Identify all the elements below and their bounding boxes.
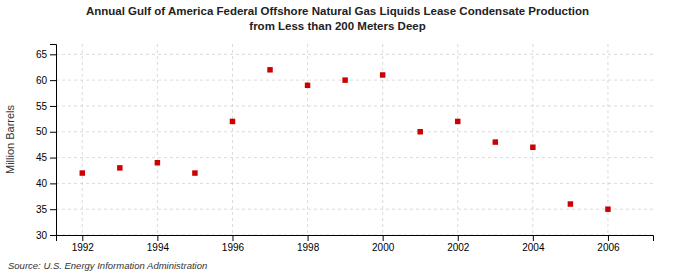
chart-subtitle: from Less than 200 Meters Deep: [249, 20, 425, 32]
y-axis-line: [50, 45, 57, 236]
x-tick: 2004: [522, 235, 545, 253]
y-axis: 30 35 40 45 50 55 60 65: [36, 45, 57, 241]
plot-area: 1992 1994 1996 1998 2000 2002 2004 2006 30 35 40 45…: [36, 44, 654, 253]
y-tick-mark: [50, 209, 56, 210]
x-tick: 2006: [597, 235, 620, 253]
y-tick: 35: [36, 204, 56, 215]
grid-line-y: [56, 105, 653, 106]
y-tick-label: 45: [36, 152, 48, 163]
point: [380, 72, 385, 77]
point: [568, 201, 573, 206]
x-tick: 1996: [222, 235, 245, 253]
x-tick-label: 1992: [72, 242, 95, 253]
grid: [56, 44, 653, 235]
grid-line-x: [232, 44, 233, 235]
x-tick: 1992: [72, 235, 95, 253]
y-tick-mark: [50, 80, 56, 81]
grid-line-y: [56, 157, 653, 158]
grid-line-x: [157, 44, 158, 235]
point: [455, 119, 460, 124]
point: [80, 170, 85, 175]
y-axis-label: Million Barrels: [4, 104, 16, 174]
y-tick-mark: [50, 235, 56, 236]
y-tick: 50: [36, 126, 56, 137]
y-tick-mark: [50, 132, 56, 133]
y-tick: 60: [36, 75, 56, 86]
grid-line-y: [56, 131, 653, 132]
y-tick-label: 65: [36, 49, 48, 60]
x-tick-mark: [157, 235, 158, 241]
point: [192, 170, 197, 175]
x-tick-mark: [383, 235, 384, 241]
grid-line-x: [532, 44, 533, 235]
y-tick-label: 40: [36, 178, 48, 189]
y-tick: 55: [36, 101, 56, 112]
x-tick-mark: [533, 235, 534, 241]
x-tick-label: 2004: [522, 242, 545, 253]
chart-container: Annual Gulf of America Federal Offshore …: [0, 0, 675, 275]
grid-line-x: [307, 44, 308, 235]
x-tick-label: 1998: [297, 242, 320, 253]
point: [230, 119, 235, 124]
x-tick-label: 2000: [372, 242, 395, 253]
y-tick-label: 30: [36, 230, 48, 241]
x-tick-mark: [232, 235, 233, 241]
points: [80, 67, 611, 212]
y-tick-mark: [50, 183, 56, 184]
point: [117, 165, 122, 170]
y-tick: 30: [36, 230, 56, 241]
x-tick: 2000: [372, 235, 395, 253]
point: [493, 139, 498, 144]
grid-line-y: [56, 183, 653, 184]
x-tick-mark: [82, 235, 83, 241]
x-tick: 1998: [297, 235, 320, 253]
y-tick-label: 35: [36, 204, 48, 215]
x-tick-label: 1996: [222, 242, 245, 253]
grid-line-y: [56, 54, 653, 55]
point: [305, 83, 310, 88]
x-tick-mark: [458, 235, 459, 241]
point: [417, 129, 422, 134]
y-tick-mark: [50, 158, 56, 159]
x-tick-label: 1994: [147, 242, 170, 253]
y-tick-label: 50: [36, 126, 48, 137]
point: [267, 67, 272, 72]
x-tick: 1994: [147, 235, 170, 253]
y-tick-label: 55: [36, 101, 48, 112]
grid-line-x: [82, 44, 83, 235]
y-tick: 40: [36, 178, 56, 189]
point: [605, 206, 610, 211]
y-tick: 45: [36, 152, 56, 163]
y-tick-mark: [50, 106, 56, 107]
point: [155, 160, 160, 165]
grid-line-y: [56, 80, 653, 81]
y-tick-label: 60: [36, 75, 48, 86]
grid-line-x: [457, 44, 458, 235]
point: [530, 145, 535, 150]
chart-title: Annual Gulf of America Federal Offshore …: [86, 5, 589, 17]
x-tick-label: 2002: [447, 242, 470, 253]
x-axis: 1992 1994 1996 1998 2000 2002 2004 2006: [57, 235, 654, 253]
source-annotation: Source: U.S. Energy Information Administ…: [8, 260, 207, 271]
x-tick-mark: [308, 235, 309, 241]
point: [342, 77, 347, 82]
grid-line-x: [607, 44, 608, 235]
y-tick-mark: [50, 54, 56, 55]
x-axis-line: [57, 236, 654, 242]
y-tick: 65: [36, 49, 56, 60]
grid-line-y: [56, 209, 653, 210]
chart-svg: Annual Gulf of America Federal Offshore …: [0, 0, 675, 275]
x-tick-mark: [608, 235, 609, 241]
x-tick: 2002: [447, 235, 470, 253]
x-tick-label: 2006: [597, 242, 620, 253]
